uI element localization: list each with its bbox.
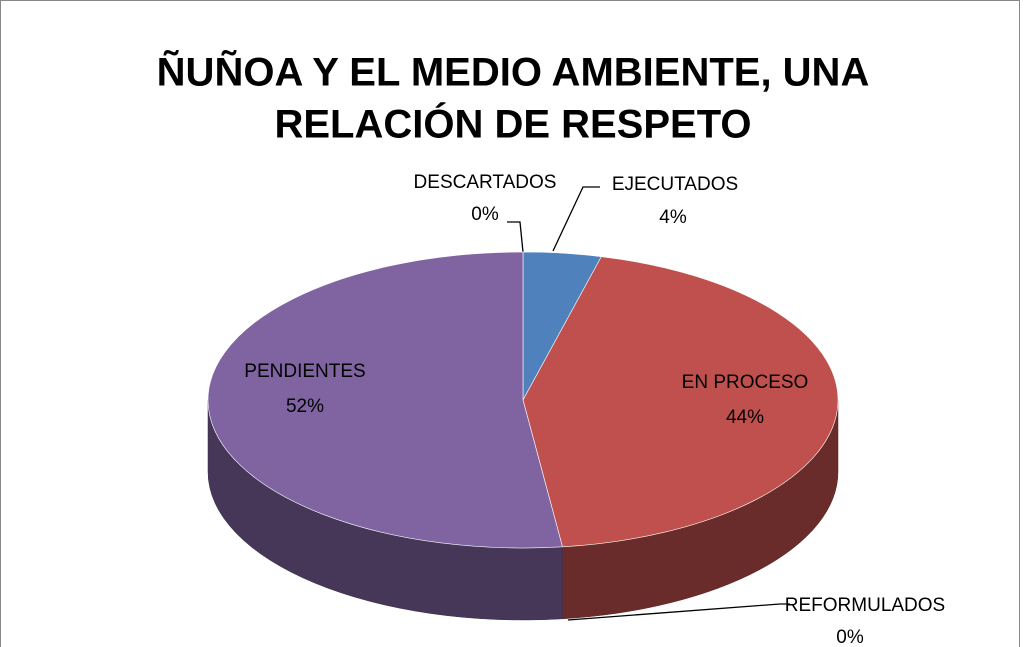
leader-line	[552, 186, 600, 252]
chart-title: RELACIÓN DE RESPETO	[274, 101, 751, 147]
data-label-value: 44%	[726, 407, 764, 428]
data-label-value: 0%	[471, 204, 499, 225]
data-label-value: 52%	[286, 396, 324, 417]
data-label-name: REFORMULADOS	[785, 595, 945, 616]
slice	[207, 251, 563, 621]
data-label-name: PENDIENTES	[244, 361, 365, 382]
data-label-value: 4%	[659, 207, 687, 228]
slice-top	[207, 251, 563, 549]
data-label-value: 0%	[836, 627, 864, 647]
data-label-name: EJECUTADOS	[612, 174, 738, 195]
leader-line	[567, 603, 790, 621]
leader-lines	[507, 186, 790, 621]
slice	[522, 256, 839, 620]
slice-top	[522, 256, 839, 548]
leader-line	[507, 221, 524, 253]
chart-title: ÑUÑOA Y EL MEDIO AMBIENTE, UNA	[157, 49, 870, 95]
data-label-name: EN PROCESO	[682, 372, 809, 393]
data-label-name: DESCARTADOS	[414, 172, 557, 193]
